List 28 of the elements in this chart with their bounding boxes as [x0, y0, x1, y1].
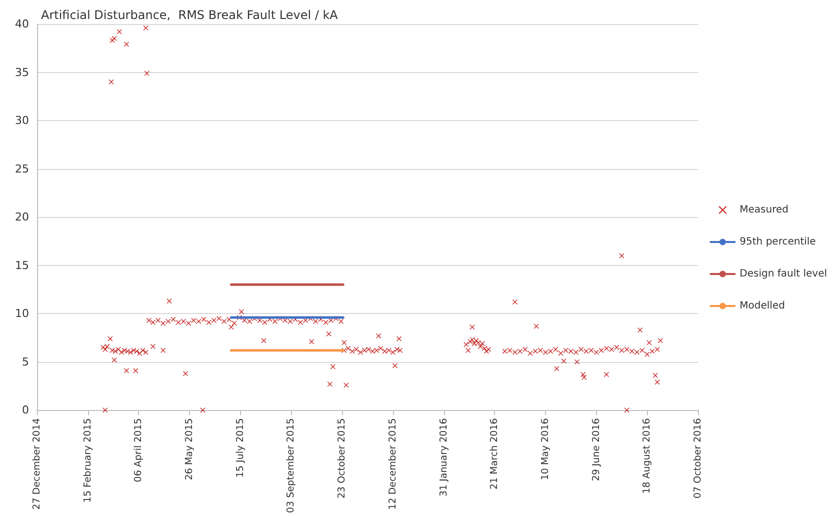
x-tick-label: 27 December 2014: [32, 418, 42, 510]
y-tick-label: 40: [15, 18, 29, 30]
x-tick-label: 03 September 2015: [286, 418, 297, 514]
x-tick-label: 23 October 2015: [336, 418, 348, 499]
x-tick-label: 21 March 2016: [489, 418, 500, 490]
x-tick-label: 31 January 2016: [438, 418, 450, 497]
y-tick-label: 0: [22, 404, 29, 417]
x-tick-label: 18 August 2016: [642, 418, 653, 494]
legend-label: Design fault level: [740, 268, 828, 280]
legend-label: 95th percentile: [740, 236, 816, 248]
y-tick-label: 5: [22, 355, 29, 368]
y-tick-label: 10: [15, 307, 29, 320]
y-tick-label: 15: [15, 258, 29, 272]
legend-label: Measured: [740, 204, 789, 216]
x-tick-label: 26 May 2015: [184, 418, 196, 480]
y-tick-label: 35: [15, 66, 29, 79]
chart-title: Artificial Disturbance, RMS Break Fault Level / kA: [41, 8, 339, 22]
x-tick-label: 15 February 2015: [82, 418, 94, 503]
y-tick-label: 30: [15, 114, 29, 128]
x-tick-label: 10 May 2016: [540, 418, 551, 480]
x-tick-label: 12 December 2015: [387, 418, 398, 510]
y-tick-label: 25: [15, 162, 29, 176]
x-tick-label: 07 October 2016: [692, 418, 704, 499]
x-tick-label: 29 June 2016: [590, 418, 602, 482]
y-tick-label: 20: [15, 210, 29, 224]
x-tick-label: 15 July 2015: [234, 418, 246, 478]
x-tick-label: 06 April 2015: [133, 418, 144, 482]
legend-label: Modelled: [740, 300, 785, 312]
